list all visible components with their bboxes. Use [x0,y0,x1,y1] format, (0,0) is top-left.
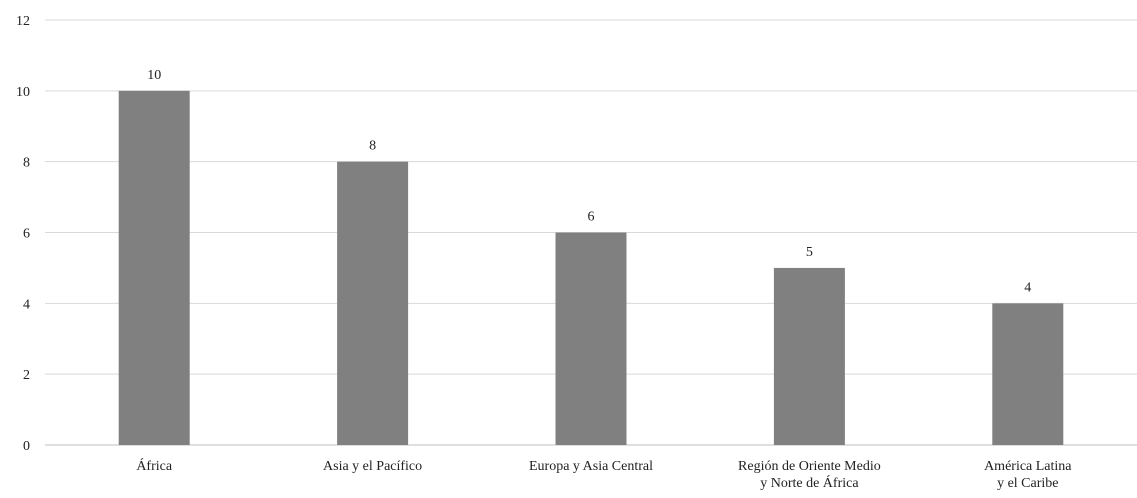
x-tick-label: Asia y el Pacífico [323,459,422,474]
x-tick-label: América Latina y el Caribe [984,459,1072,491]
data-label: 4 [1024,280,1031,295]
x-tick-label-line: y Norte de África [760,474,859,491]
bar [337,161,409,445]
x-tick-label-line: Región de Oriente Medio [738,459,881,474]
x-tick-label: África [136,457,173,474]
y-tick-label: 4 [23,297,30,312]
data-labels: 10 8 6 5 4 [147,68,1031,296]
bar [555,232,627,445]
x-tick-label: Europa y Asia Central [529,459,653,474]
bars [118,90,1064,445]
data-label: 6 [588,210,595,225]
data-label: 8 [369,139,376,154]
x-tick-label-line: África [136,457,173,474]
y-tick-label: 0 [23,439,30,454]
x-tick-label-line: y el Caribe [997,476,1058,491]
x-tick-label-line: Asia y el Pacífico [323,459,422,474]
y-tick-label: 8 [23,156,30,171]
x-tick-label-line: América Latina [984,459,1072,474]
y-tick-label: 12 [16,14,30,29]
y-axis-ticks: 0 2 4 6 8 10 12 [16,14,30,454]
bar [118,90,190,445]
y-tick-label: 2 [23,368,30,383]
y-tick-label: 6 [23,227,30,242]
x-axis-ticks: África Asia y el Pacífico Europa y Asia Ce… [136,457,1072,491]
data-label: 5 [806,245,813,260]
x-tick-label-line: Europa y Asia Central [529,459,653,474]
data-label: 10 [147,68,161,83]
bar [992,303,1064,445]
y-tick-label: 10 [16,85,30,100]
x-tick-label: Región de Oriente Medio y Norte de África [738,459,881,491]
bar [773,267,845,445]
